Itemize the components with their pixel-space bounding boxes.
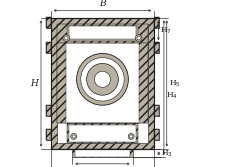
Text: B$_2$: B$_2$: [97, 166, 107, 167]
Bar: [57, 24, 147, 143]
Bar: [154, 105, 158, 116]
Circle shape: [128, 133, 134, 139]
Bar: [50, 18, 154, 149]
Bar: [57, 43, 147, 123]
Bar: [75, 149, 129, 157]
Text: B: B: [99, 0, 105, 8]
Circle shape: [71, 133, 76, 139]
Bar: [68, 26, 136, 39]
Bar: [46, 17, 50, 28]
Text: H$_4$: H$_4$: [165, 91, 177, 101]
Circle shape: [64, 36, 68, 40]
Circle shape: [80, 58, 124, 101]
Text: H$_3$: H$_3$: [160, 148, 172, 159]
Text: H$_5$: H$_5$: [168, 78, 180, 89]
Circle shape: [72, 135, 75, 138]
Bar: [46, 129, 50, 140]
Circle shape: [94, 71, 110, 87]
Bar: [67, 123, 137, 143]
Bar: [46, 105, 50, 116]
Bar: [67, 26, 137, 41]
Bar: [154, 42, 158, 53]
Bar: [46, 42, 50, 53]
Bar: [46, 129, 50, 140]
Bar: [46, 17, 50, 28]
Circle shape: [63, 35, 69, 41]
Circle shape: [86, 63, 118, 95]
Bar: [57, 43, 66, 123]
Bar: [154, 129, 158, 140]
Bar: [138, 43, 147, 123]
Bar: [154, 17, 158, 28]
Bar: [154, 42, 158, 53]
Bar: [57, 24, 147, 43]
Circle shape: [76, 53, 128, 105]
Bar: [46, 105, 50, 116]
Bar: [154, 17, 158, 28]
Bar: [154, 129, 158, 140]
Bar: [68, 125, 136, 142]
Bar: [50, 18, 154, 149]
Bar: [154, 105, 158, 116]
Circle shape: [129, 135, 132, 138]
Bar: [46, 42, 50, 53]
Circle shape: [135, 35, 142, 41]
Circle shape: [136, 36, 140, 40]
Text: H$_7$: H$_7$: [160, 25, 172, 36]
Text: H: H: [30, 79, 38, 88]
Bar: [72, 149, 132, 157]
